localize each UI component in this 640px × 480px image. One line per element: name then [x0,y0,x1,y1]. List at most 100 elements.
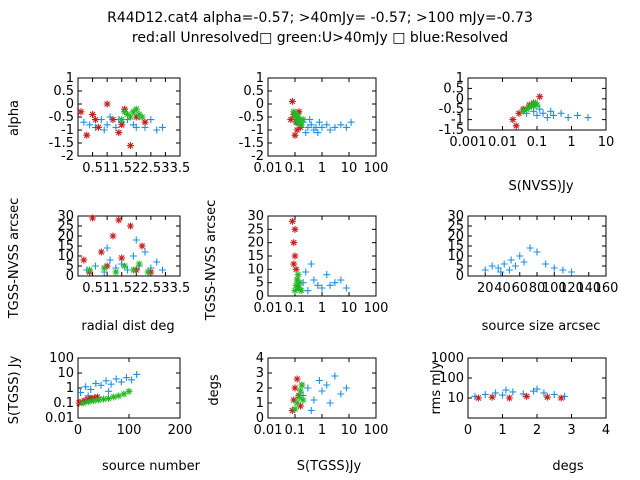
data-point-blue [326,399,334,407]
x-tick-label: 1 [318,423,326,438]
x-tick-label: 4 [602,423,610,438]
data-point-red [297,123,305,131]
x-tick-label: 0.1 [527,135,548,150]
data-point-red [290,396,298,404]
x-tick-label: 0.1 [285,161,306,176]
data-point-blue [153,126,161,134]
data-point-green [299,396,307,404]
data-point-blue [107,380,115,388]
data-point-blue [550,390,558,398]
data-point-blue [323,121,331,129]
data-point-blue [337,390,345,398]
data-point-red [292,265,300,273]
data-point-red [115,216,123,224]
data-point-red [288,217,296,225]
y-tick-label: 10 [447,391,464,406]
x-tick-label: 2.5 [141,161,162,176]
data-point-blue [315,118,323,126]
x-tick-label: 1 [567,135,575,150]
data-point-blue [540,389,548,397]
data-point-blue [520,258,528,266]
data-point-red [536,93,544,101]
data-point-red [109,232,117,240]
y-tick-label: 30 [57,209,74,224]
y-tick-label: 0 [66,269,74,284]
data-point-blue [100,126,108,134]
data-point-blue [326,126,334,134]
data-point-green [129,266,137,274]
data-point-blue [302,129,310,137]
x-tick-label: 80 [529,281,546,296]
x-tick-label: 1.5 [111,161,132,176]
x-tick-label: 1 [103,281,111,296]
y-tick-label: 25 [247,222,264,237]
y-tick-label: 0.1 [53,396,74,411]
y-tick-label: -1 [251,123,264,138]
data-point-red [515,109,523,117]
data-point-blue [342,284,350,292]
x-axis-label: source number [102,459,201,474]
data-point-blue [481,390,489,398]
data-point-blue [499,391,506,399]
data-point-blue [331,123,339,131]
data-point-blue [310,276,318,284]
y-tick-label: 4 [256,351,264,366]
y-tick-label: 0.5 [443,81,464,96]
panel-frame [267,215,377,297]
series-green [79,387,133,407]
data-point-green [298,381,306,389]
data-point-blue [488,262,496,270]
x-tick-label: 10 [341,161,358,176]
y-tick-label: 10 [57,249,74,264]
y-axis-label: TGSS-NVSS arcsec [7,198,22,320]
data-point-blue [509,388,517,396]
data-point-blue [347,118,355,126]
x-tick-label: 0.1 [285,423,306,438]
data-point-red [89,110,97,118]
data-point-blue [533,248,541,256]
data-point-green [126,113,134,121]
y-tick-label: 30 [447,209,464,224]
data-point-blue [307,260,315,268]
data-point-red [93,393,101,401]
data-point-green [294,113,302,121]
y-tick-label: 0.5 [53,84,74,99]
y-tick-label: 5 [66,259,74,274]
data-point-blue [128,376,136,384]
data-point-red [118,121,126,129]
y-tick-label: 2 [256,381,264,396]
y-tick-label: 25 [447,219,464,234]
data-point-green [86,266,94,274]
data-point-red [109,116,117,124]
data-point-green [124,110,132,118]
y-tick-label: 0 [256,411,264,426]
y-tick-label: 0 [256,97,264,112]
data-point-red [290,260,298,268]
data-point-green [135,110,143,118]
y-tick-label: -0.5 [49,110,74,125]
x-tick-label: 1 [318,301,326,316]
data-point-red [488,393,496,401]
data-point-green [528,101,536,109]
data-point-blue [315,377,323,384]
data-point-red [288,407,296,414]
y-axis-label: S(TGSS) Jy [7,355,22,424]
series-green [290,108,307,129]
data-point-blue [342,123,350,131]
series-green [118,105,146,124]
data-point-green [118,116,126,124]
data-point-blue [314,281,322,289]
series-green [291,271,305,295]
data-point-blue [91,262,99,270]
data-point-red [90,394,98,402]
data-point-green [79,399,87,407]
data-point-blue [342,384,350,392]
x-tick-label: 100 [364,161,389,176]
data-point-green [120,390,128,398]
series-blue [471,385,569,400]
y-tick-label: 0 [66,97,74,112]
